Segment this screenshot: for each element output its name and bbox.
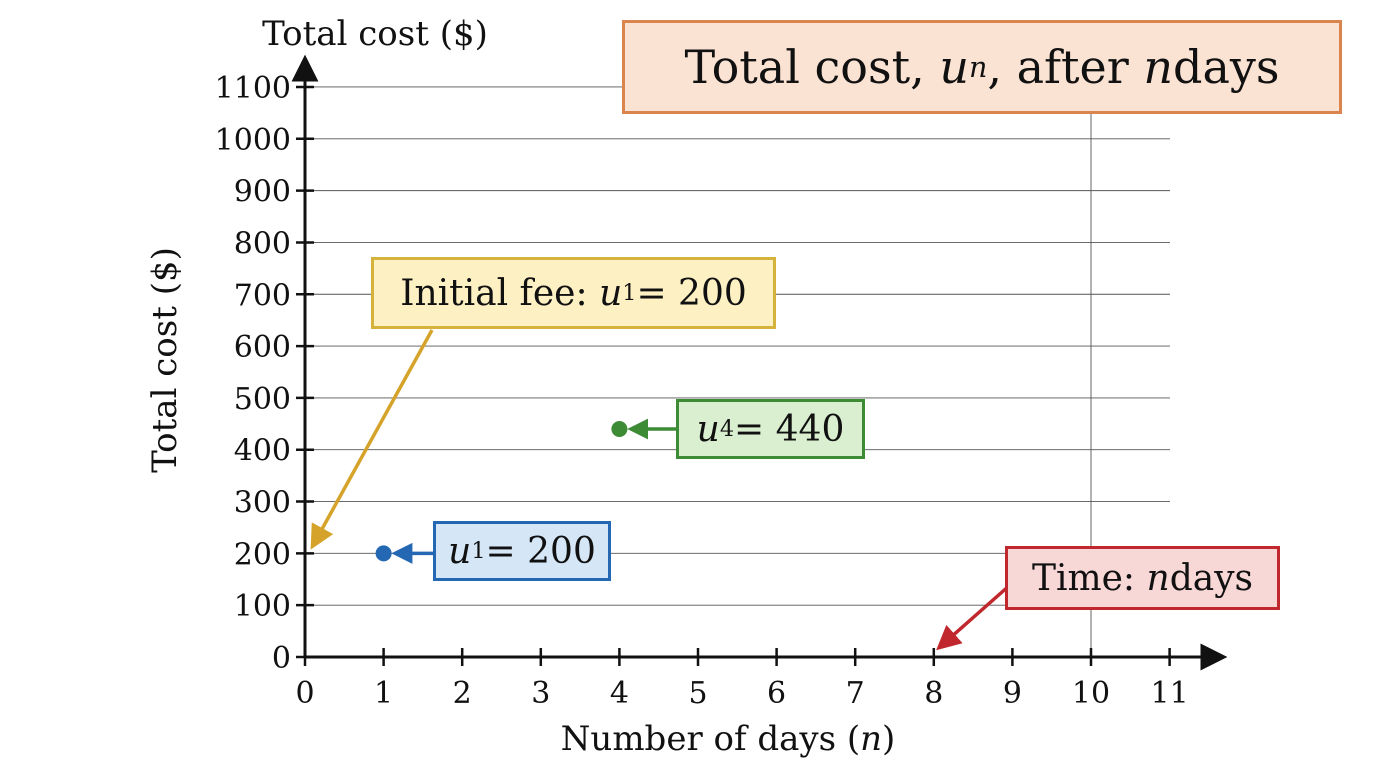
- x-tick-label: 7: [846, 676, 865, 711]
- y-tick-label: 300: [234, 486, 291, 521]
- y-tick-label: 0: [272, 641, 291, 676]
- y-tick-label: 200: [234, 537, 291, 572]
- initial-fee-arrow: [310, 329, 434, 550]
- time-arrow: [936, 583, 1012, 651]
- x-axis-title: Number of days (n): [561, 719, 896, 759]
- x-tick-label: 5: [688, 676, 707, 711]
- x-tick-label: 3: [531, 676, 550, 711]
- y-tick-label: 1100: [215, 71, 291, 106]
- tick-labels: 0 100 200 300 400 500 600 700 800 900 1000 1100 0 1 2 3…: [215, 71, 1189, 711]
- x-tick-label: 0: [295, 676, 314, 711]
- x-tick-label: 8: [924, 676, 943, 711]
- y-axis-top-label: Total cost ($): [262, 14, 488, 54]
- y-tick-label: 400: [234, 434, 291, 469]
- y-tick-label: 600: [234, 330, 291, 365]
- y-tick-label: 100: [234, 589, 291, 624]
- x-tick-label: 6: [767, 676, 786, 711]
- data-point-1: [375, 545, 392, 562]
- y-tick-label: 700: [234, 278, 291, 313]
- axes: [291, 54, 1228, 671]
- data-point-2: [611, 420, 628, 437]
- y-tick-label: 1000: [215, 123, 291, 158]
- y-tick-label: 900: [234, 175, 291, 210]
- x-tick-label: 11: [1151, 676, 1189, 711]
- time-annotation: Time: n days: [1005, 546, 1280, 610]
- x-tick-label: 9: [1003, 676, 1022, 711]
- y-tick-label: 500: [234, 382, 291, 417]
- annotation-arrows: [310, 329, 1012, 651]
- y-tick-label: 800: [234, 226, 291, 261]
- x-tick-label: 10: [1072, 676, 1110, 711]
- x-tick-label: 1: [374, 676, 393, 711]
- x-tick-label: 2: [453, 676, 472, 711]
- y-axis-title: Total cost ($): [145, 247, 185, 473]
- x-tick-label: 4: [610, 676, 629, 711]
- data-points: [375, 420, 628, 562]
